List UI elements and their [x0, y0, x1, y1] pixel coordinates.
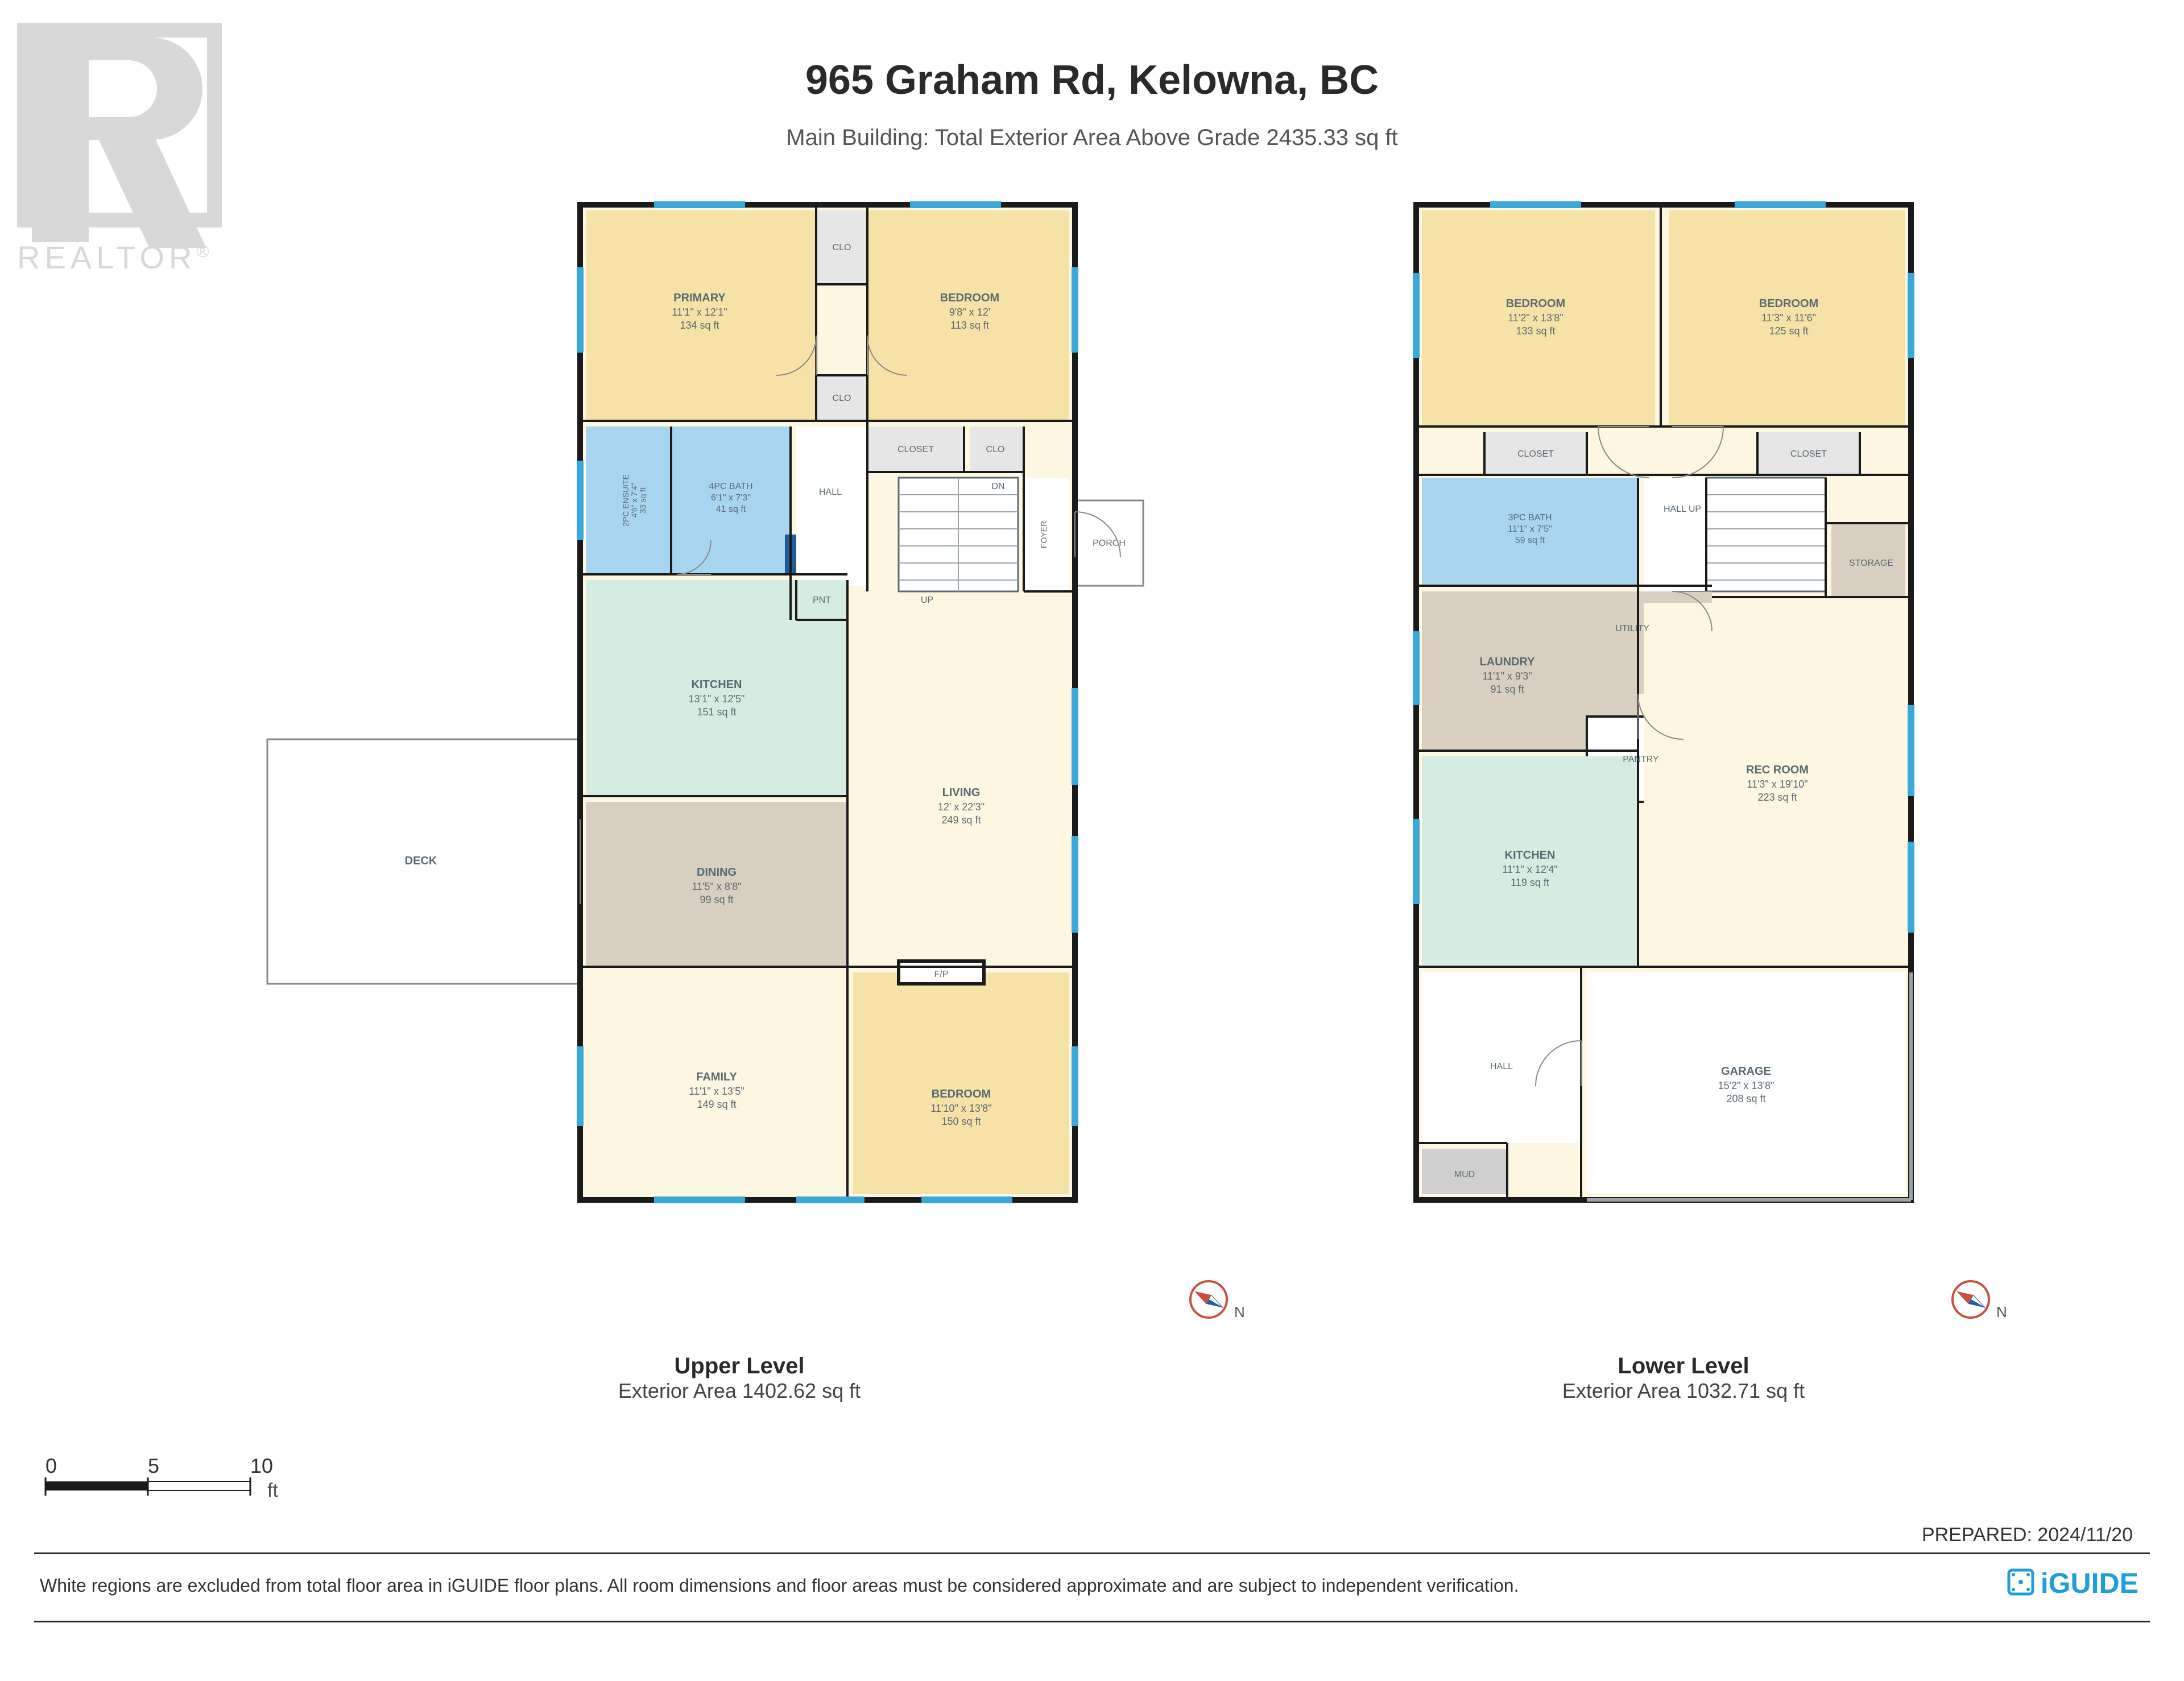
- svg-text:113 sq ft: 113 sq ft: [950, 320, 989, 331]
- svg-text:5: 5: [148, 1456, 159, 1477]
- svg-text:BEDROOM: BEDROOM: [940, 292, 999, 304]
- deck-label: DECK: [405, 855, 437, 867]
- svg-text:15'2" x 13'8": 15'2" x 13'8": [1718, 1080, 1774, 1091]
- svg-text:12' x 22'3": 12' x 22'3": [938, 801, 985, 813]
- svg-text:11'3" x 19'10": 11'3" x 19'10": [1747, 779, 1807, 790]
- svg-text:2PC ENSUITE: 2PC ENSUITE: [621, 474, 630, 527]
- porch-label: PORCH: [1093, 539, 1126, 548]
- svg-text:3PC BATH: 3PC BATH: [1508, 513, 1552, 523]
- svg-text:DINING: DINING: [697, 866, 737, 879]
- svg-text:4'6" x 7'4": 4'6" x 7'4": [630, 483, 639, 517]
- svg-text:CLOSET: CLOSET: [1517, 449, 1554, 459]
- svg-text:FOYER: FOYER: [1039, 521, 1048, 548]
- prepared-date: PREPARED: 2024/11/20: [1922, 1524, 2133, 1546]
- svg-text:PNT: PNT: [813, 595, 831, 605]
- svg-text:11'1" x 9'3": 11'1" x 9'3": [1482, 670, 1532, 682]
- svg-text:11'3" x 11'6": 11'3" x 11'6": [1761, 312, 1816, 324]
- svg-text:HALL: HALL: [819, 487, 842, 497]
- svg-text:REC ROOM: REC ROOM: [1746, 764, 1809, 776]
- svg-text:11'1" x 12'1": 11'1" x 12'1": [672, 307, 727, 318]
- svg-text:BEDROOM: BEDROOM: [1506, 297, 1565, 310]
- svg-text:CLO: CLO: [833, 243, 851, 252]
- svg-text:11'2" x 13'8": 11'2" x 13'8": [1508, 312, 1563, 324]
- svg-text:PRIMARY: PRIMARY: [673, 292, 726, 304]
- iguide-logo: iGUIDE: [2007, 1567, 2138, 1603]
- svg-text:CLO: CLO: [986, 445, 1005, 454]
- lower-level-plan: BEDROOM 11'2" x 13'8" 133 sq ft BEDROOM …: [1405, 193, 1974, 1217]
- svg-text:11'10" x 13'8": 11'10" x 13'8": [930, 1103, 991, 1114]
- svg-text:MUD: MUD: [1454, 1170, 1475, 1179]
- svg-text:4PC BATH: 4PC BATH: [709, 482, 752, 491]
- svg-text:151 sq ft: 151 sq ft: [697, 706, 736, 718]
- svg-text:91 sq ft: 91 sq ft: [1490, 684, 1524, 695]
- svg-text:PANTRY: PANTRY: [1623, 755, 1659, 764]
- divider-line-top: [34, 1552, 2150, 1554]
- svg-text:134 sq ft: 134 sq ft: [680, 320, 719, 331]
- lower-level-label: Lower Level Exterior Area 1032.71 sq ft: [1456, 1353, 1911, 1403]
- disclaimer-text: White regions are excluded from total fl…: [40, 1575, 1746, 1596]
- svg-text:DN: DN: [991, 482, 1004, 491]
- svg-text:UTILITY: UTILITY: [1615, 624, 1649, 634]
- svg-text:249 sq ft: 249 sq ft: [941, 814, 981, 826]
- svg-text:FAMILY: FAMILY: [696, 1071, 737, 1083]
- svg-text:KITCHEN: KITCHEN: [1505, 849, 1556, 862]
- svg-text:6'1" x 7'3": 6'1" x 7'3": [711, 493, 751, 503]
- svg-text:13'1" x 12'5": 13'1" x 12'5": [689, 693, 745, 705]
- svg-text:149 sq ft: 149 sq ft: [697, 1099, 736, 1110]
- svg-text:F/P: F/P: [934, 970, 949, 979]
- svg-text:UP: UP: [921, 595, 933, 605]
- svg-text:119 sq ft: 119 sq ft: [1511, 877, 1549, 888]
- svg-text:223 sq ft: 223 sq ft: [1757, 792, 1797, 803]
- svg-text:HALL: HALL: [1664, 504, 1686, 514]
- svg-text:0: 0: [46, 1456, 57, 1477]
- svg-text:UP: UP: [1689, 504, 1701, 514]
- svg-text:99 sq ft: 99 sq ft: [700, 894, 733, 905]
- svg-text:59 sq ft: 59 sq ft: [1515, 536, 1545, 545]
- svg-text:BEDROOM: BEDROOM: [932, 1088, 991, 1100]
- svg-text:133 sq ft: 133 sq ft: [1516, 325, 1555, 337]
- svg-text:CLOSET: CLOSET: [1790, 449, 1827, 459]
- svg-text:KITCHEN: KITCHEN: [692, 678, 742, 691]
- svg-text:BEDROOM: BEDROOM: [1759, 297, 1818, 310]
- upper-level-plan: DECK PORCH: [262, 193, 1149, 1217]
- upper-level-label: Upper Level Exterior Area 1402.62 sq ft: [512, 1353, 967, 1403]
- svg-text:9'8" x 12': 9'8" x 12': [949, 307, 990, 318]
- compass-icon-lower: N: [1951, 1280, 1991, 1319]
- svg-text:33 sq ft: 33 sq ft: [638, 487, 647, 514]
- svg-text:HALL: HALL: [1490, 1062, 1513, 1071]
- svg-text:CLO: CLO: [833, 394, 851, 403]
- svg-text:STORAGE: STORAGE: [1849, 558, 1893, 568]
- svg-text:ft: ft: [267, 1480, 278, 1501]
- page-title: 965 Graham Rd, Kelowna, BC: [0, 57, 2184, 103]
- svg-text:GARAGE: GARAGE: [1721, 1065, 1771, 1078]
- scale-bar: 0 5 10 ft: [40, 1456, 336, 1510]
- svg-text:LAUNDRY: LAUNDRY: [1479, 656, 1535, 668]
- svg-text:LIVING: LIVING: [942, 786, 981, 799]
- svg-text:11'1" x 7'5": 11'1" x 7'5": [1508, 524, 1552, 534]
- svg-text:150 sq ft: 150 sq ft: [941, 1116, 981, 1127]
- divider-line-bottom: [34, 1621, 2150, 1622]
- svg-text:CLOSET: CLOSET: [897, 445, 934, 454]
- svg-text:10: 10: [250, 1456, 273, 1477]
- svg-text:125 sq ft: 125 sq ft: [1769, 325, 1808, 337]
- page-subtitle: Main Building: Total Exterior Area Above…: [0, 125, 2184, 151]
- svg-text:41 sq ft: 41 sq ft: [716, 504, 746, 514]
- svg-text:11'1" x 13'5": 11'1" x 13'5": [689, 1086, 744, 1097]
- compass-icon-upper: N: [1189, 1280, 1228, 1319]
- svg-text:11'5" x 8'8": 11'5" x 8'8": [692, 881, 741, 892]
- svg-text:208 sq ft: 208 sq ft: [1726, 1093, 1765, 1104]
- svg-text:11'1" x 12'4": 11'1" x 12'4": [1502, 864, 1557, 875]
